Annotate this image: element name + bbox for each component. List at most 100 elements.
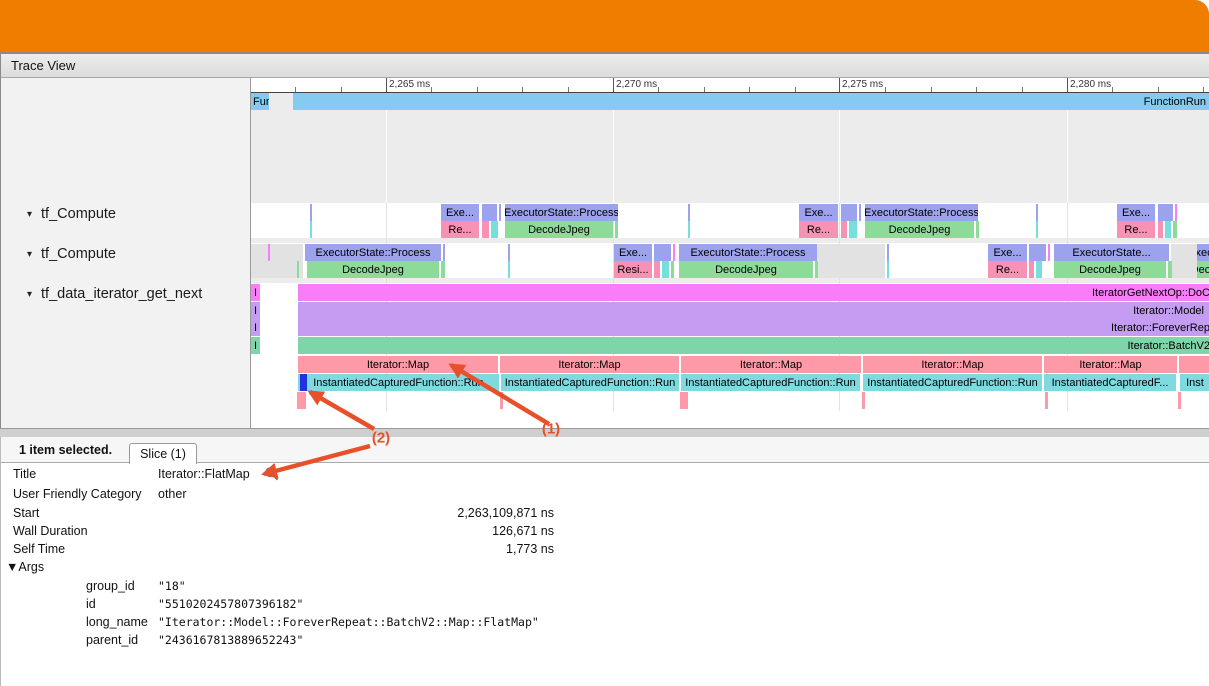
trace-slice[interactable] bbox=[443, 244, 445, 261]
trace-slice[interactable]: Exe... bbox=[614, 244, 652, 261]
trace-slice[interactable] bbox=[849, 221, 857, 238]
trace-slice[interactable]: Exe... bbox=[988, 244, 1027, 261]
trace-slice[interactable] bbox=[1179, 356, 1209, 373]
collapse-triangle-icon[interactable]: ▾ bbox=[27, 288, 33, 300]
trace-slice[interactable]: DecodeJpeg bbox=[865, 221, 974, 238]
trace-slice[interactable]: Re... bbox=[1117, 221, 1155, 238]
trace-slice[interactable] bbox=[310, 221, 312, 238]
trace-slice[interactable] bbox=[251, 244, 303, 261]
trace-slice[interactable]: ExecutorState::Process bbox=[679, 244, 817, 261]
trace-slice[interactable] bbox=[1045, 392, 1048, 409]
tab-slice[interactable]: Slice (1) bbox=[129, 443, 197, 464]
trace-slice[interactable] bbox=[1168, 261, 1172, 278]
magnifier-icon[interactable] bbox=[264, 466, 280, 487]
trace-slice[interactable] bbox=[817, 244, 885, 261]
trace-slice[interactable]: InstantiatedCapturedF... bbox=[1044, 374, 1176, 391]
trace-slice[interactable] bbox=[673, 244, 675, 261]
trace-slice[interactable]: I bbox=[251, 319, 260, 336]
trace-slice[interactable] bbox=[1036, 261, 1042, 278]
trace-slice[interactable] bbox=[1178, 392, 1181, 409]
trace-slice[interactable] bbox=[662, 261, 669, 278]
args-collapse-icon[interactable]: ▼ bbox=[6, 560, 19, 574]
collapse-triangle-icon[interactable]: ▾ bbox=[27, 208, 33, 220]
trace-slice[interactable] bbox=[491, 221, 498, 238]
trace-slice[interactable] bbox=[310, 204, 312, 221]
trace-slice[interactable] bbox=[688, 221, 690, 238]
trace-slice[interactable] bbox=[1173, 221, 1177, 238]
trace-slice[interactable]: Iterator::Model bbox=[298, 302, 1209, 319]
trace-slice[interactable] bbox=[654, 261, 660, 278]
trace-slice[interactable] bbox=[615, 221, 618, 238]
trace-slice[interactable]: Re... bbox=[988, 261, 1027, 278]
trace-slice[interactable]: Iterator::Map bbox=[1044, 356, 1177, 373]
trace-slice[interactable] bbox=[482, 221, 489, 238]
trace-slice[interactable]: InstantiatedCapturedFunction::Run bbox=[501, 374, 679, 391]
trace-slice[interactable] bbox=[482, 204, 497, 221]
trace-slice[interactable] bbox=[268, 244, 270, 261]
trace-slice[interactable]: Exe... bbox=[799, 204, 838, 221]
trace-slice[interactable] bbox=[1165, 221, 1171, 238]
trace-slice[interactable]: Re... bbox=[441, 221, 479, 238]
trace-slice[interactable]: DecodeJpeg bbox=[505, 221, 613, 238]
trace-slice[interactable]: I bbox=[251, 302, 260, 319]
trace-slice[interactable] bbox=[1036, 204, 1038, 221]
trace-slice[interactable]: Iterator::Map bbox=[681, 356, 861, 373]
trace-slice[interactable] bbox=[1171, 261, 1197, 278]
args-section-label[interactable]: ▼Args bbox=[6, 560, 45, 574]
trace-slice[interactable] bbox=[1029, 261, 1034, 278]
trace-slice[interactable] bbox=[859, 204, 861, 221]
trace-slice[interactable] bbox=[297, 261, 299, 278]
trace-slice[interactable]: Exe... bbox=[1117, 204, 1155, 221]
trace-slice[interactable]: FunctionRun bbox=[293, 93, 1209, 110]
trace-slice[interactable] bbox=[841, 204, 857, 221]
trace-slice[interactable] bbox=[815, 261, 818, 278]
trace-slice[interactable]: Iterator::Map bbox=[863, 356, 1042, 373]
trace-slice[interactable] bbox=[500, 392, 503, 409]
sidebar-track-tf_data_iterator_get_next-2[interactable]: ▾ tf_data_iterator_get_next bbox=[27, 285, 202, 303]
trace-slice[interactable]: I bbox=[251, 337, 260, 354]
trace-slice[interactable] bbox=[508, 261, 510, 278]
trace-slice[interactable] bbox=[499, 204, 501, 221]
sidebar-track-tf_compute-0[interactable]: ▾ tf_Compute bbox=[27, 205, 116, 223]
trace-slice[interactable] bbox=[817, 261, 885, 278]
trace-slice[interactable] bbox=[508, 244, 510, 261]
trace-slice[interactable]: Deco bbox=[1197, 261, 1209, 278]
trace-slice[interactable] bbox=[976, 221, 979, 238]
timeline[interactable]: 2,265 ms 2,270 ms 2,275 ms 2,280 ms Fun Func… bbox=[251, 78, 1209, 428]
trace-slice[interactable]: Iterator::Map bbox=[298, 356, 498, 373]
trace-slice[interactable]: Resi... bbox=[614, 261, 652, 278]
trace-slice[interactable] bbox=[841, 221, 847, 238]
trace-slice[interactable] bbox=[1158, 221, 1163, 238]
trace-slice[interactable]: DecodeJpeg bbox=[679, 261, 813, 278]
trace-slice[interactable] bbox=[654, 244, 671, 261]
trace-slice[interactable]: Exe... bbox=[441, 204, 479, 221]
trace-slice[interactable] bbox=[1171, 244, 1197, 261]
trace-slice[interactable] bbox=[1036, 221, 1038, 238]
trace-slice[interactable]: Iterator::ForeverRep bbox=[298, 319, 1209, 336]
trace-slice[interactable] bbox=[251, 261, 303, 278]
trace-slice[interactable] bbox=[887, 261, 889, 278]
trace-slice[interactable] bbox=[671, 261, 674, 278]
trace-slice[interactable]: ExecutorState::Process bbox=[865, 204, 978, 221]
trace-slice[interactable]: InstantiatedCapturedFunction::Run bbox=[863, 374, 1042, 391]
trace-slice[interactable]: Iterator::BatchV2 bbox=[298, 337, 1209, 354]
trace-slice[interactable]: IteratorGetNextOp::DoC bbox=[298, 284, 1209, 301]
trace-slice[interactable]: I bbox=[251, 284, 260, 301]
sidebar-track-tf_compute-1[interactable]: ▾ tf_Compute bbox=[27, 245, 116, 263]
trace-slice[interactable]: ExecutorState::Process bbox=[505, 204, 618, 221]
collapse-triangle-icon[interactable]: ▾ bbox=[27, 248, 33, 260]
trace-slice[interactable]: DecodeJpeg bbox=[307, 261, 439, 278]
trace-slice[interactable]: InstantiatedCapturedFunction::Run bbox=[681, 374, 860, 391]
trace-slice[interactable] bbox=[441, 261, 445, 278]
trace-slice[interactable]: Re... bbox=[799, 221, 838, 238]
trace-slice[interactable]: Iterator::Map bbox=[500, 356, 679, 373]
trace-slice[interactable]: DecodeJpeg bbox=[1054, 261, 1166, 278]
trace-slice[interactable] bbox=[1175, 204, 1177, 221]
trace-slice[interactable] bbox=[862, 392, 865, 409]
trace-slice[interactable] bbox=[1029, 244, 1046, 261]
trace-slice[interactable] bbox=[297, 392, 306, 409]
selected-slice[interactable] bbox=[300, 374, 307, 391]
trace-slice[interactable]: ExecutorState... bbox=[1054, 244, 1169, 261]
trace-slice[interactable]: InstantiatedCapturedFunction::Run bbox=[298, 374, 499, 391]
trace-slice[interactable] bbox=[1158, 204, 1173, 221]
